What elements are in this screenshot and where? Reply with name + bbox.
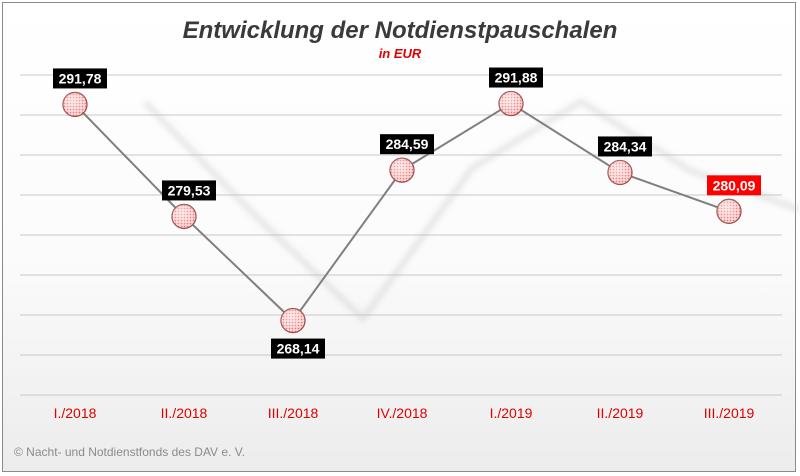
x-tick-label: II./2019 xyxy=(597,405,644,421)
gridlines xyxy=(20,74,782,396)
data-label-4: 284,59 xyxy=(380,134,434,155)
series-shadow xyxy=(142,97,800,324)
data-label-1: 291,78 xyxy=(53,68,107,89)
data-point-4 xyxy=(389,157,415,183)
svg-text:284,59: 284,59 xyxy=(386,136,429,152)
svg-text:284,34: 284,34 xyxy=(604,138,647,154)
data-label-2: 279,53 xyxy=(162,180,216,201)
data-point-2 xyxy=(171,203,197,230)
data-point-7 xyxy=(716,198,742,224)
x-tick-label: IV./2018 xyxy=(377,405,428,421)
data-label-6: 284,34 xyxy=(598,136,652,157)
data-label-7: 280,09 xyxy=(707,175,761,196)
data-point-6 xyxy=(607,159,633,186)
data-markers xyxy=(62,90,742,334)
x-axis-tick-labels: I./2018 II./2018 III./2018 IV./2018 I./2019 I… xyxy=(54,405,755,421)
data-point-5 xyxy=(498,90,524,117)
svg-text:291,78: 291,78 xyxy=(59,70,102,86)
data-point-3 xyxy=(280,307,306,334)
x-tick-label: III./2019 xyxy=(704,405,755,421)
svg-text:291,88: 291,88 xyxy=(495,70,538,86)
x-tick-label: II./2018 xyxy=(161,405,208,421)
svg-text:280,09: 280,09 xyxy=(713,177,756,193)
chart-frame xyxy=(2,2,796,472)
svg-text:279,53: 279,53 xyxy=(168,182,211,198)
chart-title: Entwicklung der Notdienstpauschalen xyxy=(183,17,618,44)
svg-text:268,14: 268,14 xyxy=(277,341,320,357)
chart-subtitle: in EUR xyxy=(379,46,422,61)
data-label-3: 268,14 xyxy=(271,338,325,359)
data-labels: 291,78 279,53 268,14 284,59 291,88 284,34 280,… xyxy=(53,67,761,359)
line-shadow xyxy=(142,97,800,324)
copyright-text: © Nacht- und Notdienstfonds des DAV e. V… xyxy=(14,445,245,459)
data-label-5: 291,88 xyxy=(489,67,543,88)
x-tick-label: I./2019 xyxy=(490,405,533,421)
x-tick-label: I./2018 xyxy=(54,405,97,421)
data-point-1 xyxy=(62,91,88,118)
x-tick-label: III./2018 xyxy=(268,405,319,421)
